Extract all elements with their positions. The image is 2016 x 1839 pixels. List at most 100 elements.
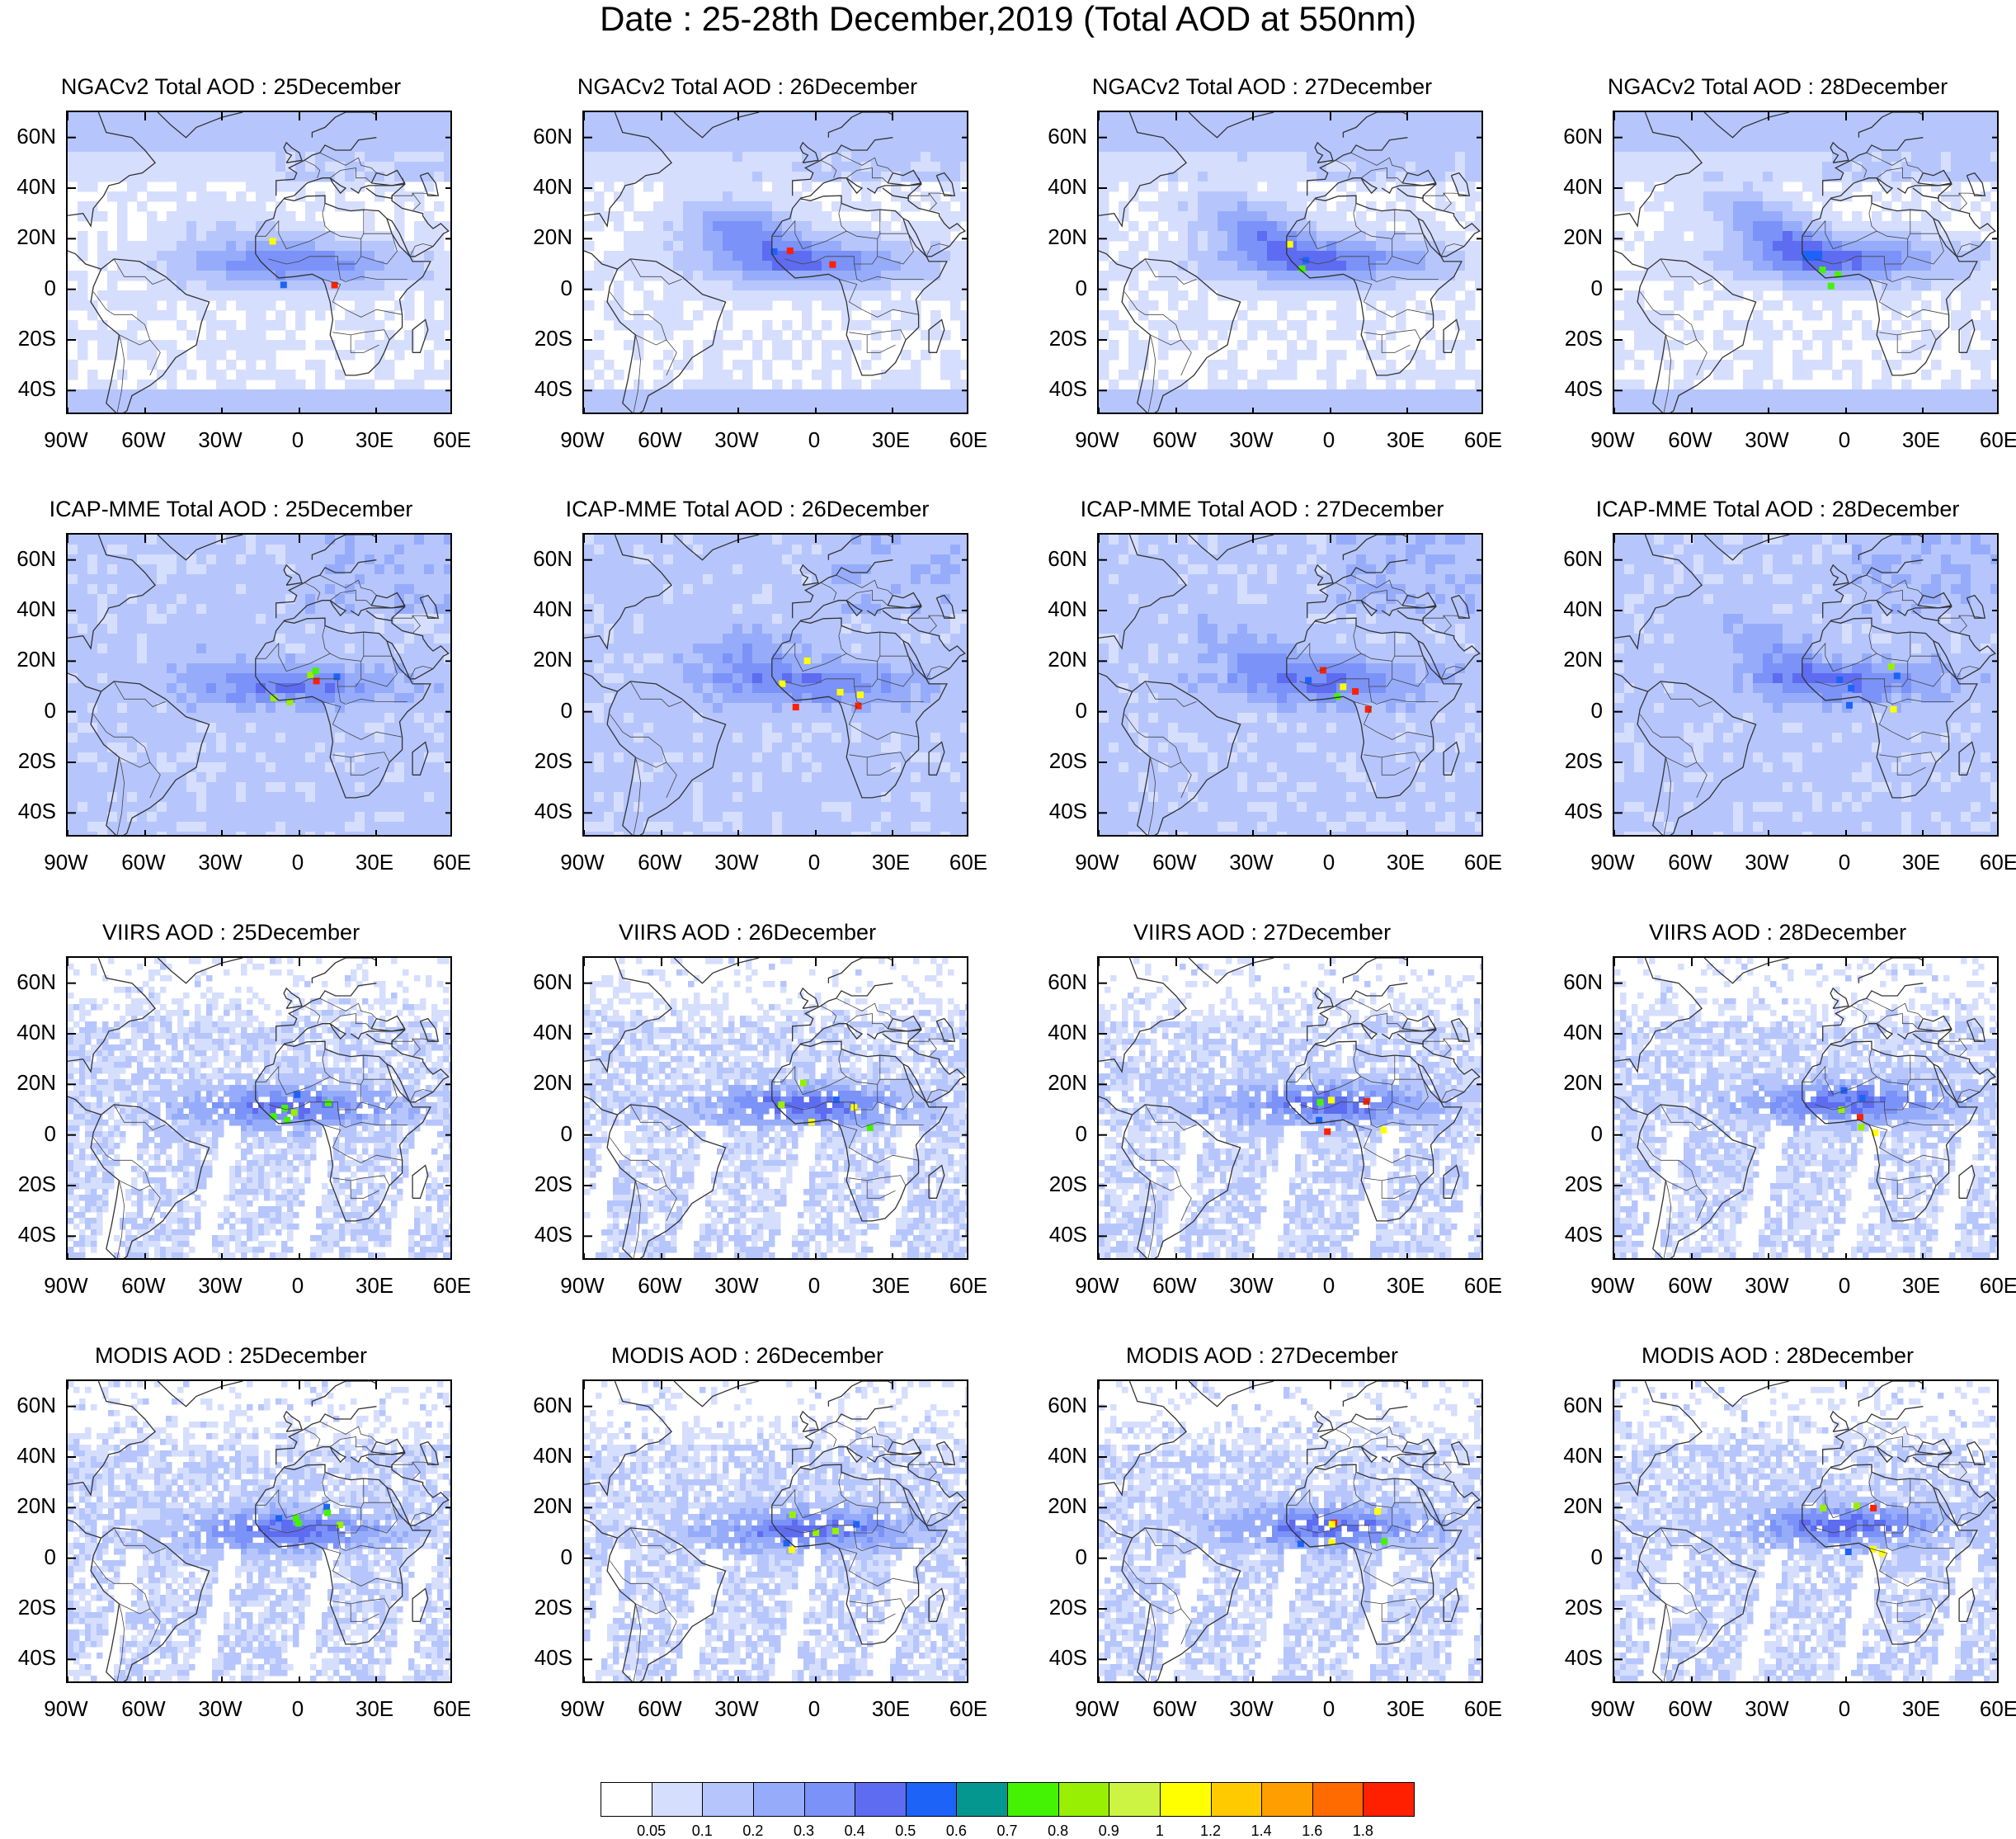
longitude-tick-label: 30W <box>187 1275 253 1296</box>
aod-field <box>68 112 450 413</box>
colorbar-swatch <box>702 1782 754 1817</box>
latitude-tick-label: 20S <box>516 328 572 349</box>
latitude-tick-label: 0 <box>516 1123 572 1144</box>
latitude-tick-label: 40N <box>1031 1021 1087 1043</box>
colorbar-label: 0.9 <box>1084 1823 1133 1838</box>
colorbar-label: 0.2 <box>728 1823 778 1838</box>
longitude-tick-label: 60E <box>1450 1698 1516 1719</box>
longitude-tick-label: 60W <box>1142 429 1208 450</box>
longitude-tick-label: 90W <box>549 429 615 450</box>
latitude-tick-label: 20S <box>516 1596 572 1618</box>
latitude-tick-label: 20N <box>0 1072 56 1093</box>
latitude-tick-label: 0 <box>1547 700 1603 721</box>
latitude-tick-label: 20S <box>1547 1173 1603 1195</box>
longitude-tick-label: 0 <box>1811 1698 1877 1719</box>
longitude-tick-label: 90W <box>1580 1275 1646 1296</box>
latitude-tick-label: 60N <box>1031 125 1087 147</box>
map-panel-modis-28: MODIS AOD : 28December 60N 40N 20N 0 20S 40S 90… <box>1547 1343 2016 1756</box>
aod-field <box>1614 958 1997 1258</box>
latitude-tick-label: 40S <box>516 1647 572 1668</box>
latitude-tick-label: 0 <box>0 1546 56 1568</box>
longitude-tick-label: 30W <box>704 851 770 873</box>
latitude-tick-label: 40N <box>1547 1021 1603 1043</box>
colorbar-label: 1 <box>1135 1823 1185 1838</box>
latitude-tick-label: 60N <box>1547 548 1603 569</box>
latitude-tick-label: 0 <box>1031 1123 1087 1144</box>
latitude-tick-label: 60N <box>516 548 572 569</box>
latitude-tick-label: 40S <box>0 800 56 822</box>
aod-map <box>582 956 968 1260</box>
latitude-tick-label: 20N <box>1031 648 1087 670</box>
longitude-tick-label: 60E <box>935 851 1001 873</box>
longitude-tick-label: 60W <box>111 1275 177 1296</box>
latitude-tick-label: 40S <box>1547 800 1603 822</box>
panel-title: NGACv2 Total AOD : 25December <box>0 74 462 99</box>
longitude-tick-label: 60E <box>1966 1275 2016 1296</box>
aod-map <box>1613 1379 1999 1683</box>
longitude-tick-label: 60W <box>1142 1275 1208 1296</box>
aod-map <box>582 533 968 837</box>
latitude-tick-label: 60N <box>516 971 572 993</box>
latitude-tick-label: 60N <box>1031 1394 1087 1416</box>
longitude-tick-label: 60W <box>111 1698 177 1719</box>
panel-title: MODIS AOD : 28December <box>1547 1343 2009 1368</box>
latitude-tick-label: 0 <box>1031 700 1087 721</box>
latitude-tick-label: 40S <box>0 1647 56 1668</box>
longitude-tick-label: 30E <box>858 429 924 450</box>
latitude-tick-label: 20S <box>1031 328 1087 349</box>
latitude-tick-label: 60N <box>1547 125 1603 147</box>
latitude-tick-label: 40S <box>516 1224 572 1245</box>
panel-title: ICAP-MME Total AOD : 28December <box>1547 497 2009 521</box>
longitude-tick-label: 60W <box>627 429 693 450</box>
aod-map <box>1613 956 1999 1260</box>
latitude-tick-label: 20S <box>0 328 56 349</box>
colorbar-label: 1.2 <box>1186 1823 1236 1838</box>
longitude-tick-label: 30W <box>1218 1698 1284 1719</box>
longitude-tick-label: 60W <box>627 851 693 873</box>
longitude-tick-label: 60E <box>935 429 1001 450</box>
longitude-tick-label: 60E <box>1966 851 2016 873</box>
aod-field <box>1614 535 1997 835</box>
aod-field <box>1099 112 1481 413</box>
longitude-tick-label: 90W <box>33 1698 99 1719</box>
latitude-tick-label: 0 <box>1547 1546 1603 1568</box>
longitude-tick-label: 30E <box>1373 1275 1439 1296</box>
figure-title: Date : 25-28th December,2019 (Total AOD … <box>0 0 2016 38</box>
colorbar-swatch <box>752 1782 805 1817</box>
colorbar-label: 0.4 <box>830 1823 879 1838</box>
panel-title: VIIRS AOD : 26December <box>516 920 978 945</box>
latitude-tick-label: 40N <box>1547 598 1603 620</box>
longitude-tick-label: 30W <box>1734 429 1800 450</box>
longitude-tick-label: 0 <box>781 1698 847 1719</box>
latitude-tick-label: 40N <box>1031 1445 1087 1466</box>
longitude-tick-label: 0 <box>1811 429 1877 450</box>
latitude-tick-label: 40N <box>0 1445 56 1466</box>
latitude-tick-label: 20S <box>0 750 56 771</box>
latitude-tick-label: 20N <box>516 1495 572 1516</box>
panel-title: MODIS AOD : 25December <box>0 1343 462 1368</box>
latitude-tick-label: 20N <box>516 648 572 670</box>
latitude-tick-label: 40N <box>1031 598 1087 620</box>
longitude-tick-label: 30W <box>187 429 253 450</box>
longitude-tick-label: 0 <box>1296 1698 1362 1719</box>
colorbar-swatch <box>803 1782 856 1817</box>
panel-title: ICAP-MME Total AOD : 26December <box>516 497 978 521</box>
longitude-tick-label: 30E <box>341 429 407 450</box>
longitude-tick-label: 90W <box>1064 851 1130 873</box>
longitude-tick-label: 60E <box>1450 1275 1516 1296</box>
latitude-tick-label: 0 <box>516 1546 572 1568</box>
latitude-tick-label: 40S <box>0 378 56 399</box>
longitude-tick-label: 60W <box>111 429 177 450</box>
longitude-tick-label: 60W <box>1657 429 1723 450</box>
longitude-tick-label: 60E <box>935 1698 1001 1719</box>
longitude-tick-label: 90W <box>1580 851 1646 873</box>
longitude-tick-label: 60E <box>419 851 485 873</box>
aod-map <box>66 1379 452 1683</box>
latitude-tick-label: 40N <box>1547 1445 1603 1466</box>
colorbar-label: 1.6 <box>1288 1823 1337 1838</box>
map-panel-icap-27: ICAP-MME Total AOD : 27December 60N 40N 20N… <box>1031 497 1502 909</box>
colorbar-swatch <box>855 1782 907 1817</box>
panel-title: NGACv2 Total AOD : 28December <box>1547 74 2009 99</box>
longitude-tick-label: 30E <box>858 1275 924 1296</box>
colorbar-swatch <box>1261 1782 1313 1817</box>
